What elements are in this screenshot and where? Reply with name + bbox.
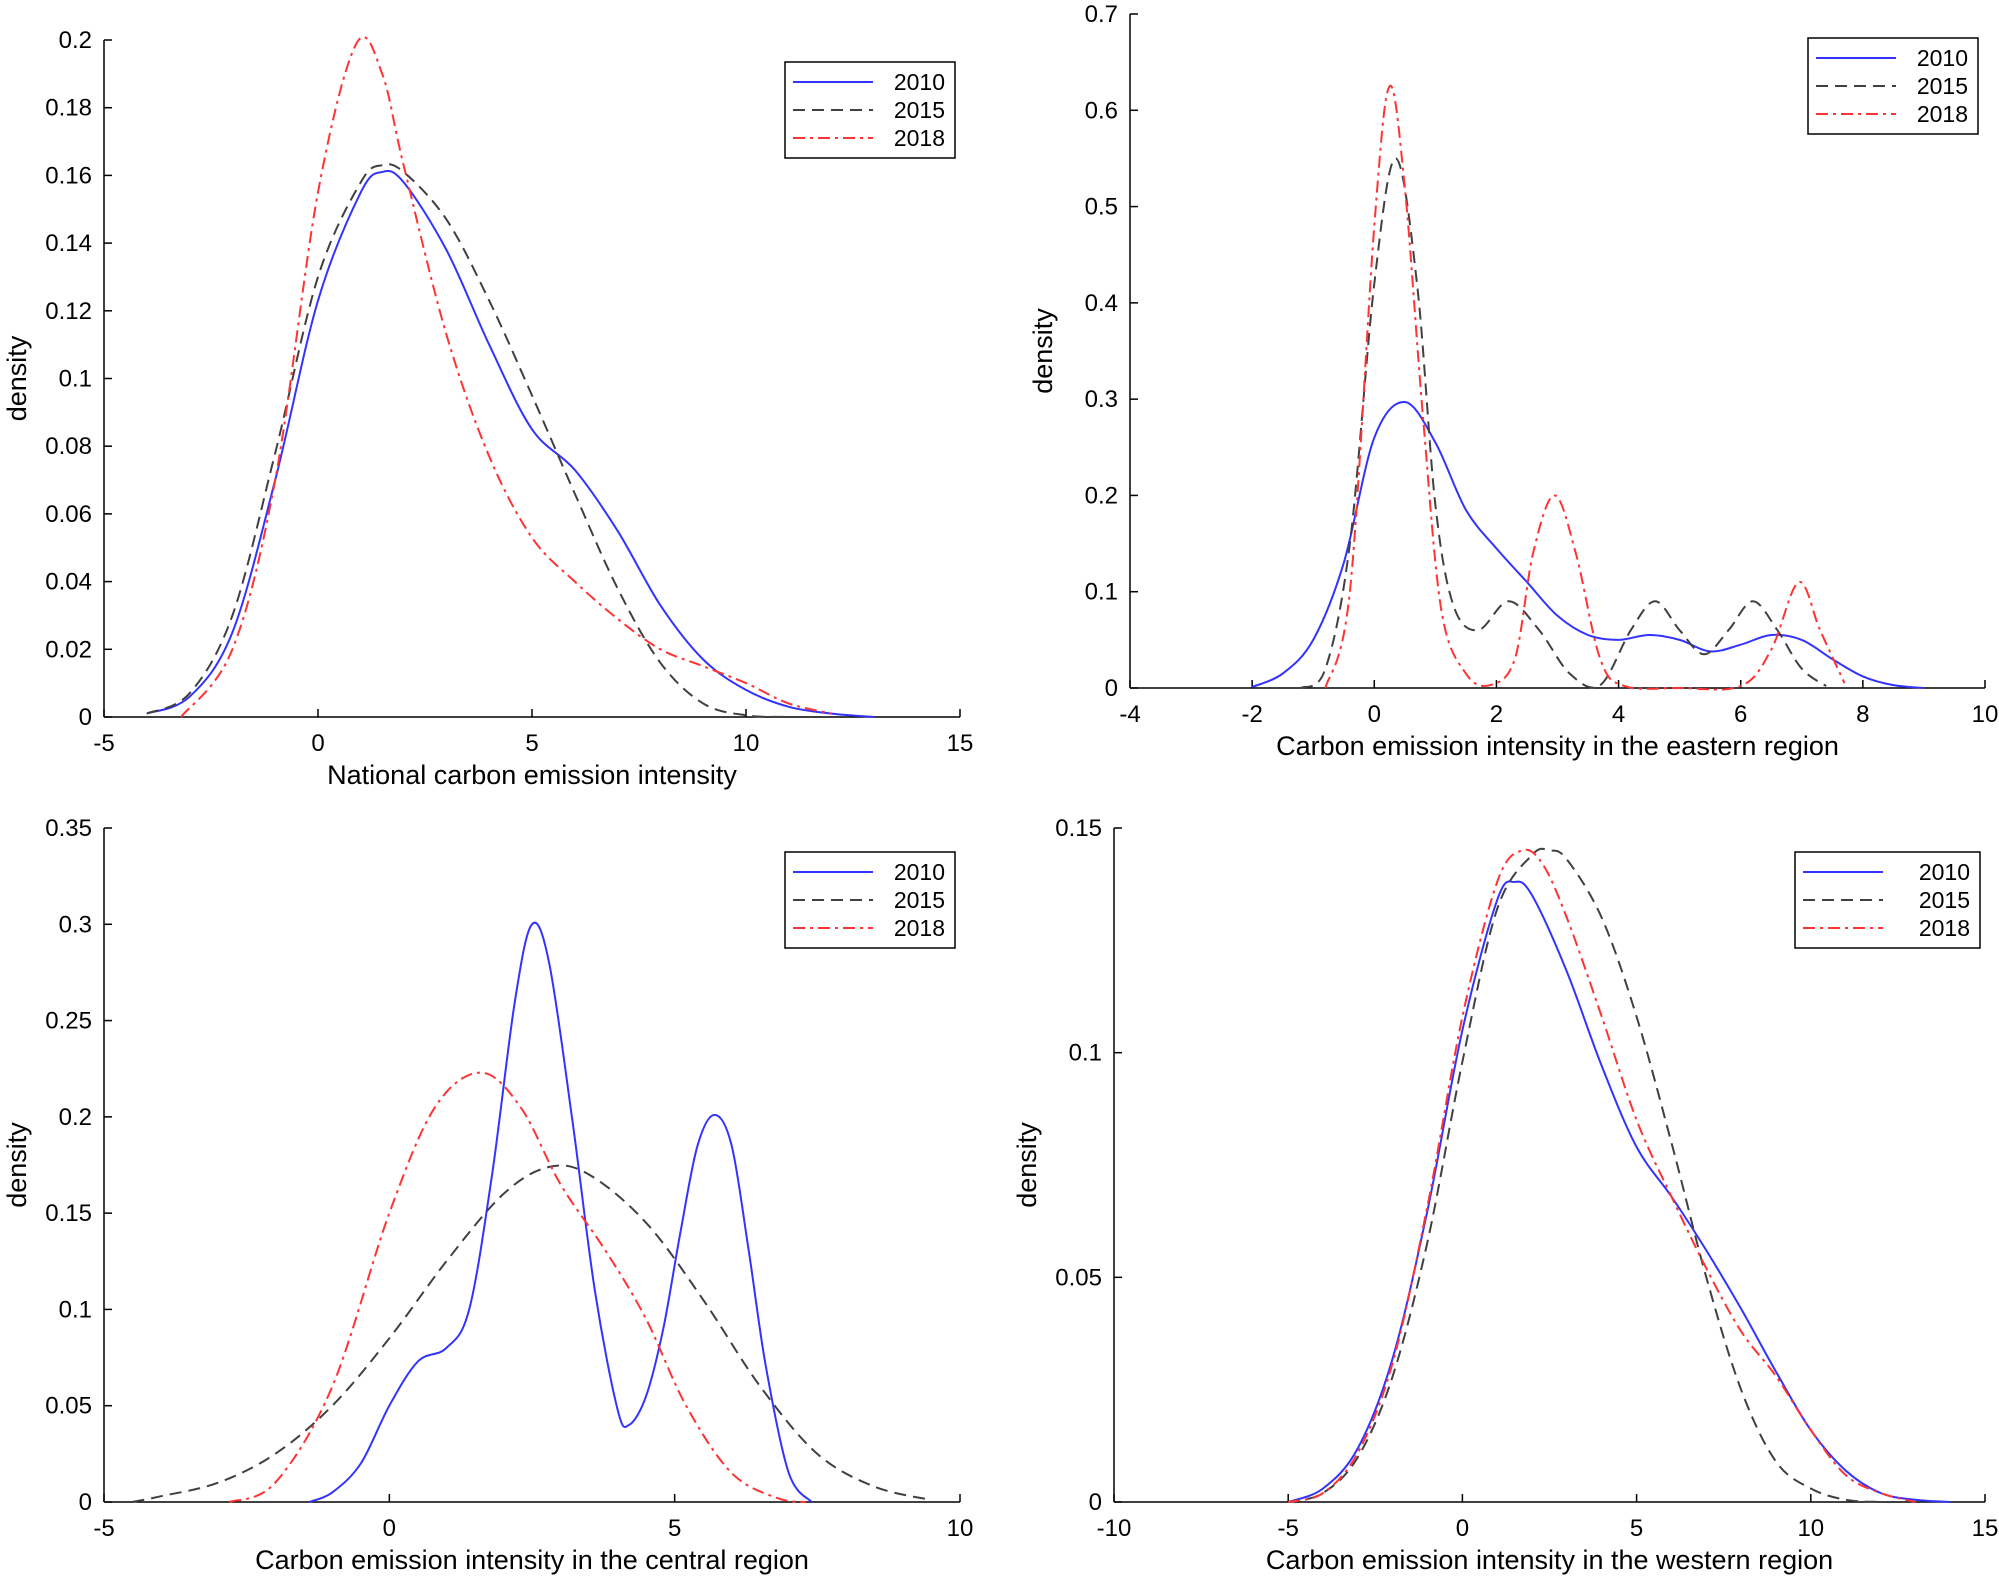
x-tick-label: -5 — [1278, 1515, 1299, 1542]
y-tick-label: 0.7 — [1085, 1, 1118, 28]
y-tick-label: 0.05 — [45, 1393, 92, 1420]
y-tick-label: 0.02 — [45, 636, 92, 663]
y-tick-label: 0 — [79, 704, 92, 731]
x-tick-label: 5 — [1630, 1515, 1643, 1542]
y-tick-label: 0.06 — [45, 501, 92, 528]
y-axis-title: density — [2, 335, 32, 421]
y-axis-title: density — [2, 1122, 32, 1208]
series-line-2015 — [146, 163, 789, 718]
y-tick-label: 0.04 — [45, 569, 92, 596]
y-tick-label: 0.35 — [45, 815, 92, 842]
y-tick-label: 0.2 — [59, 27, 92, 54]
y-tick-label: 0.4 — [1085, 290, 1118, 317]
x-tick-label: 10 — [1797, 1515, 1824, 1542]
x-axis-title: Carbon emission intensity in the western… — [1266, 1545, 1833, 1575]
x-tick-label: -4 — [1119, 701, 1140, 728]
y-tick-label: 0.15 — [45, 1200, 92, 1227]
series-line-2018 — [180, 35, 832, 718]
y-tick-label: 0.08 — [45, 433, 92, 460]
y-tick-label: 0.3 — [1085, 386, 1118, 413]
series-line-2018 — [1324, 84, 1846, 691]
x-tick-label: 0 — [311, 730, 324, 757]
y-tick-label: 0.05 — [1055, 1264, 1102, 1291]
y-tick-label: 0.2 — [1085, 482, 1118, 509]
x-tick-label: 8 — [1856, 701, 1869, 728]
y-tick-label: 0.6 — [1085, 97, 1118, 124]
x-tick-label: 15 — [947, 730, 974, 757]
y-tick-label: 0.1 — [59, 1296, 92, 1323]
x-tick-label: 6 — [1734, 701, 1747, 728]
legend-label: 2010 — [894, 69, 945, 95]
y-axis-title: density — [1028, 308, 1058, 394]
series-line-2015 — [132, 1164, 932, 1503]
x-tick-label: 0 — [1368, 701, 1381, 728]
x-tick-label: 4 — [1612, 701, 1625, 728]
y-tick-label: 0.12 — [45, 298, 92, 325]
series-line-2010 — [146, 170, 875, 718]
legend-label: 2010 — [894, 859, 945, 885]
legend-label: 2015 — [894, 97, 945, 123]
legend-label: 2018 — [894, 125, 945, 151]
legend-label: 2010 — [1917, 45, 1968, 71]
x-tick-label: 5 — [525, 730, 538, 757]
chart-panel-4: -10 -5 0 5 10 15 0 0.05 0.1 0.15 Carbon emission i… — [1012, 815, 1998, 1575]
x-axis-title: National carbon emission intensity — [327, 760, 737, 790]
y-tick-label: 0.16 — [45, 162, 92, 189]
y-tick-label: 0.1 — [59, 366, 92, 393]
x-tick-label: 15 — [1972, 1515, 1999, 1542]
y-axis-title: density — [1012, 1122, 1042, 1208]
series-line-2015 — [1287, 847, 1881, 1503]
x-tick-label: 10 — [733, 730, 760, 757]
y-tick-label: 0.2 — [59, 1104, 92, 1131]
x-tick-label: 10 — [947, 1515, 974, 1542]
chart-panel-1: -5 0 5 10 1500.020.040.060.080.10.120.140.16… — [2, 27, 973, 790]
series-line-2010 — [1251, 400, 1924, 689]
legend-label: 2018 — [1917, 101, 1968, 127]
y-tick-label: 0.15 — [1055, 815, 1102, 842]
x-axis-title: Carbon emission intensity in the eastern… — [1276, 731, 1839, 761]
y-tick-label: 0.25 — [45, 1008, 92, 1035]
y-tick-label: 0.5 — [1085, 194, 1118, 221]
chart-panel-2: -4 -2 0 2 4 6 8 10 0 0.1 0.2 0.3 0.4 0.5 0.6 0.7 Carbon … — [1028, 1, 1998, 761]
legend-label: 2015 — [894, 887, 945, 913]
legend-label: 2018 — [894, 915, 945, 941]
x-tick-label: 10 — [1972, 701, 1999, 728]
y-tick-label: 0.18 — [45, 95, 92, 122]
y-tick-label: 0.3 — [59, 911, 92, 938]
y-tick-label: 0.14 — [45, 230, 92, 257]
x-tick-label: -2 — [1241, 701, 1262, 728]
y-tick-label: 0.1 — [1085, 579, 1118, 606]
x-tick-label: -5 — [93, 730, 114, 757]
series-line-2018 — [229, 1071, 807, 1503]
x-tick-label: 0 — [1456, 1515, 1469, 1542]
series-line-2010 — [1287, 880, 1951, 1503]
x-axis-title: Carbon emission intensity in the central… — [255, 1545, 809, 1575]
y-tick-label: 0 — [79, 1489, 92, 1516]
y-tick-label: 0 — [1105, 675, 1118, 702]
x-tick-label: -5 — [93, 1515, 114, 1542]
y-tick-label: 0 — [1089, 1489, 1102, 1516]
legend-label: 2015 — [1917, 73, 1968, 99]
legend-label: 2010 — [1919, 859, 1970, 885]
y-tick-label: 0.1 — [1069, 1040, 1102, 1067]
x-tick-label: 5 — [668, 1515, 681, 1542]
legend-label: 2015 — [1919, 887, 1970, 913]
legend-label: 2018 — [1919, 915, 1970, 941]
series-line-2010 — [309, 921, 813, 1503]
x-tick-label: 2 — [1490, 701, 1503, 728]
x-tick-label: -10 — [1097, 1515, 1132, 1542]
series-line-2015 — [1300, 157, 1827, 689]
x-tick-label: 0 — [383, 1515, 396, 1542]
